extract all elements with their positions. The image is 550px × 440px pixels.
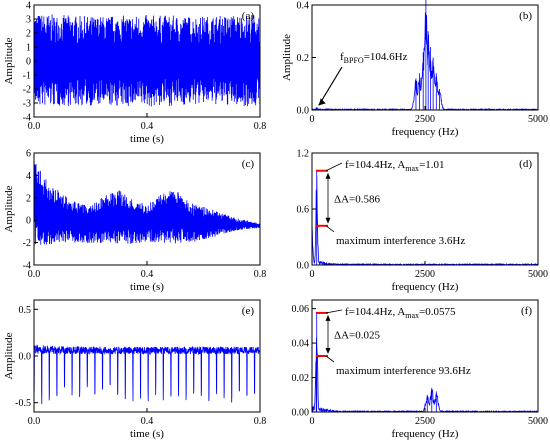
x-axis-label-e: time (s) xyxy=(130,428,164,440)
x-axis-label-d: frequency (Hz) xyxy=(392,281,459,293)
y-tick-label-c: 6 xyxy=(26,149,31,160)
y-tick-label-a: -1 xyxy=(23,71,31,82)
y-tick-label-b: 0.4 xyxy=(297,1,310,12)
x-axis-label-a: time (s) xyxy=(130,133,164,145)
x-tick-label-e: 0.4 xyxy=(141,416,154,427)
x-axis-label-f: frequency (Hz) xyxy=(392,428,459,440)
y-axis-label-c: Amplitude xyxy=(3,185,15,232)
delta-arrowhead-bottom-d xyxy=(325,217,331,224)
y-tick-label-c: -4 xyxy=(23,261,31,272)
y-tick-label-e: 0.5 xyxy=(19,305,32,316)
y-tick-label-d: 0.6 xyxy=(297,205,310,216)
arrowhead-bpfo xyxy=(318,98,326,106)
y-tick-label-a: 3 xyxy=(26,15,31,26)
x-tick-label-c: 0.0 xyxy=(28,269,41,280)
annotation-f-0: f=104.4Hz, Amax=0.0575 xyxy=(345,306,456,320)
x-tick-label-e: 0.8 xyxy=(254,416,267,427)
y-tick-label-a: -4 xyxy=(23,113,31,124)
delta-arrowhead-bottom-f xyxy=(325,348,331,354)
signal-trace-c xyxy=(33,162,261,247)
y-tick-label-f: 0.00 xyxy=(292,408,310,419)
y-tick-label-a: 2 xyxy=(26,29,31,40)
y-tick-label-a: 4 xyxy=(26,1,31,12)
y-tick-label-b: 0.0 xyxy=(297,106,310,117)
panel-d: 0 2500 5000 0.0 0.6 1.2 frequency (Hz) (d) f=104… xyxy=(297,149,549,294)
x-tick-label-b: 5000 xyxy=(528,114,548,125)
arrow-bpfo xyxy=(318,66,343,106)
y-tick-label-b: 0.2 xyxy=(297,53,310,64)
panel-label-b: (b) xyxy=(519,10,532,22)
x-tick-label-a: 0.4 xyxy=(141,121,154,132)
y-tick-label-c: 0 xyxy=(26,216,31,227)
y-tick-label-e: 0.0 xyxy=(19,352,32,363)
x-tick-label-f: 2500 xyxy=(415,416,435,427)
y-axis-label-a: Amplitude xyxy=(3,37,15,84)
x-tick-label-c: 0.4 xyxy=(141,269,154,280)
y-tick-label-f: 0.02 xyxy=(292,373,310,384)
signal-trace-b xyxy=(311,0,539,112)
x-tick-label-a: 0.0 xyxy=(28,121,41,132)
x-tick-label-a: 0.8 xyxy=(254,121,267,132)
annotation-d-2: maximum interference 3.6Hz xyxy=(336,235,465,247)
x-axis-label-c: time (s) xyxy=(130,281,164,293)
panel-label-f: (f) xyxy=(521,305,532,317)
x-tick-label-b: 0 xyxy=(310,114,315,125)
signal-trace-a xyxy=(33,14,261,107)
signal-trace-f xyxy=(311,312,539,414)
panel-e: 0.0 0.4 0.8 -0.5 0.0 0.5 time (s) Amplitude (e) xyxy=(3,299,267,440)
panel-c: 0.0 0.4 0.8 -4 -2 0 2 4 6 time (s) Amplitude (c) xyxy=(3,149,266,294)
panel-label-c: (c) xyxy=(242,158,255,170)
y-tick-label-a: -3 xyxy=(23,99,31,110)
x-tick-label-b: 2500 xyxy=(415,114,435,125)
x-tick-label-f: 0 xyxy=(310,416,315,427)
y-axis-label-b: Amplitude xyxy=(281,34,293,81)
signal-trace-d xyxy=(311,170,539,267)
pointer-interference-d xyxy=(325,225,335,233)
plot-frame-e xyxy=(33,299,261,413)
annotation-f-1: ΔA=0.025 xyxy=(334,329,380,341)
y-tick-label-c: 4 xyxy=(26,171,31,182)
pointer-interference-f xyxy=(325,355,335,363)
y-axis-label-e: Amplitude xyxy=(3,332,15,379)
y-tick-label-c: 2 xyxy=(26,193,31,204)
x-tick-label-d: 0 xyxy=(310,269,315,280)
annotation-d-1: ΔA=0.586 xyxy=(334,193,380,205)
y-tick-label-e: -0.5 xyxy=(15,398,31,409)
y-tick-label-a: 1 xyxy=(26,43,31,54)
annotation-f-2: maximum interference 93.6Hz xyxy=(336,365,471,377)
panel-label-e: (e) xyxy=(242,305,255,317)
y-tick-label-f: 0.04 xyxy=(292,339,310,350)
y-tick-label-d: 1.2 xyxy=(297,149,310,160)
x-tick-label-e: 0.0 xyxy=(28,416,41,427)
panel-a: 0.0 0.4 0.8 -4 -3 -2 -1 0 1 2 3 4 time (s) Amplitude (… xyxy=(3,1,266,146)
y-tick-label-a: -2 xyxy=(23,85,31,96)
panel-label-a: (a) xyxy=(242,10,255,22)
x-axis-label-b: frequency (Hz) xyxy=(392,126,459,138)
x-tick-label-d: 5000 xyxy=(528,269,548,280)
pointer-max-f xyxy=(325,309,343,314)
x-tick-label-d: 2500 xyxy=(415,269,435,280)
panel-f: 0 2500 5000 0.00 0.02 0.04 0.06 frequency (Hz) (… xyxy=(292,299,548,440)
signal-trace-e xyxy=(33,344,261,405)
annotation-b-0: fBPFO=104.6Hz xyxy=(340,51,408,65)
annotation-d-0: f=104.4Hz, Amax=1.01 xyxy=(345,159,445,173)
panel-b: 0 2500 5000 0.0 0.2 0.4 frequency (Hz) Amplitud… xyxy=(281,0,548,138)
y-tick-label-d: 0.0 xyxy=(297,261,310,272)
x-tick-label-f: 5000 xyxy=(528,416,548,427)
delta-arrowhead-top-f xyxy=(325,314,331,321)
delta-arrowhead-top-d xyxy=(325,172,331,179)
y-tick-label-c: -2 xyxy=(23,238,31,249)
panel-label-d: (d) xyxy=(519,158,532,170)
pointer-max-d xyxy=(325,162,343,172)
y-tick-label-f: 0.06 xyxy=(292,304,310,315)
x-tick-label-c: 0.8 xyxy=(254,269,267,280)
y-tick-label-a: 0 xyxy=(26,57,31,68)
